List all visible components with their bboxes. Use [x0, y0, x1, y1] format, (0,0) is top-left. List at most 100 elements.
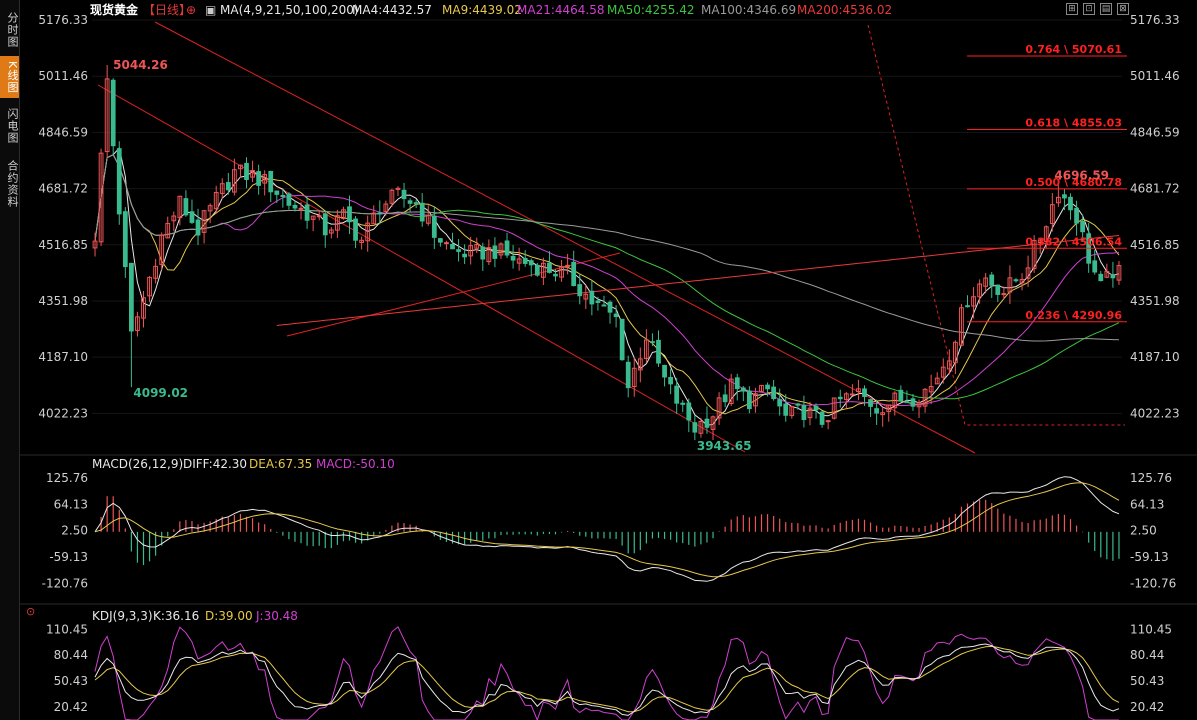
kdj-j-line	[94, 626, 1119, 720]
candle	[959, 303, 964, 347]
grid-icon[interactable]: ⊡	[1083, 3, 1095, 15]
candle-body	[789, 406, 795, 417]
candle-body	[171, 215, 177, 222]
candle-body	[1068, 196, 1073, 211]
tab-contract-info[interactable]: 合约资料	[6, 160, 19, 208]
candle	[225, 172, 231, 195]
instrument-name: 现货黄金	[90, 2, 139, 17]
ma-params-label: MA(4,9,21,50,100,200)	[220, 3, 359, 17]
candle	[468, 236, 474, 265]
macd-value-label: DEA:67.35	[249, 457, 312, 471]
y-tick-left: 5176.33	[38, 13, 88, 27]
candle	[977, 279, 982, 304]
candle	[898, 385, 904, 402]
candle	[165, 216, 171, 239]
tab-lightning[interactable]: 闪电图	[6, 108, 19, 144]
candle-body	[1104, 270, 1110, 278]
candle	[692, 415, 698, 441]
candle-body	[862, 388, 867, 397]
ma4-line	[94, 146, 1120, 426]
candle	[510, 245, 516, 269]
candle-body	[1098, 273, 1104, 282]
candle	[837, 389, 843, 408]
candle	[662, 364, 667, 387]
candle	[625, 355, 631, 398]
candle-body	[759, 384, 764, 392]
candle-body	[425, 215, 431, 224]
candle	[650, 333, 655, 347]
candle	[813, 403, 819, 419]
candle	[431, 206, 437, 249]
price-annotation: 4696.59	[1054, 169, 1109, 183]
candle	[795, 402, 801, 410]
candle-body	[232, 169, 237, 193]
candle	[322, 210, 328, 248]
candle	[335, 209, 340, 238]
candle	[371, 205, 377, 225]
candle-body	[371, 212, 377, 225]
candle-body	[716, 397, 722, 419]
candle-body	[389, 189, 395, 204]
candle-body	[656, 339, 661, 364]
candle-body	[1110, 274, 1116, 279]
candle-body	[1080, 220, 1085, 233]
fullscreen-icon[interactable]: ⊠	[1117, 3, 1129, 15]
candle	[1056, 183, 1061, 207]
macd-dea-line	[94, 482, 1120, 578]
candle-body	[1043, 226, 1049, 242]
candle	[328, 226, 334, 239]
candle	[880, 407, 886, 427]
candle-body	[765, 384, 770, 390]
macd-y-tick-left: 2.50	[61, 524, 88, 538]
candle-body	[747, 390, 752, 410]
candle-body	[365, 222, 371, 242]
candle	[353, 215, 358, 249]
layout-icon[interactable]: ▤	[1100, 3, 1112, 15]
candle	[1037, 239, 1043, 254]
candle-body	[177, 195, 183, 219]
candle-body	[571, 261, 577, 287]
candle	[153, 258, 158, 284]
ma9-line	[94, 154, 1120, 415]
candle	[1043, 225, 1049, 249]
candle	[1116, 260, 1122, 285]
y-tick-left: 4516.85	[38, 238, 88, 252]
candle	[207, 203, 213, 224]
ma-value-label: MA100:4346.69	[701, 3, 796, 17]
candle	[480, 242, 486, 271]
macd-y-tick-right: 64.13	[1130, 497, 1164, 511]
candle-body	[753, 393, 758, 407]
price-annotation: 3943.65	[697, 439, 752, 453]
candle	[250, 160, 255, 183]
candle	[159, 232, 165, 271]
fib-dashed-anchor	[867, 24, 1125, 426]
candle	[462, 244, 467, 265]
candle-body	[856, 388, 861, 392]
y-tick-left: 5011.46	[38, 69, 88, 83]
candle-body	[625, 361, 631, 389]
candle	[147, 276, 152, 303]
candle	[504, 232, 510, 259]
candle-body	[934, 377, 940, 385]
candle	[674, 378, 680, 414]
candle	[868, 398, 873, 417]
candle	[698, 418, 704, 438]
trend-lines	[97, 21, 1125, 454]
candle-body	[498, 243, 504, 256]
macd-value-label: MACD:-50.10	[316, 457, 395, 471]
kdj-d-line	[94, 645, 1120, 713]
macd-y-tick-right: -120.76	[1130, 576, 1176, 590]
candle	[286, 192, 292, 210]
y-tick-right: 5011.46	[1130, 69, 1180, 83]
expand-icon[interactable]: ⊞	[1066, 3, 1078, 15]
candle	[98, 148, 104, 247]
candle-body	[122, 211, 128, 268]
channel-lower-line	[97, 84, 746, 453]
candle-body	[444, 242, 449, 245]
tab-timeshare[interactable]: 分时图	[6, 12, 19, 48]
candle-body	[468, 245, 474, 257]
candle	[359, 236, 364, 250]
candle-body	[698, 421, 704, 434]
candle-body	[874, 408, 879, 414]
tab-kline[interactable]: K线图	[0, 56, 19, 98]
